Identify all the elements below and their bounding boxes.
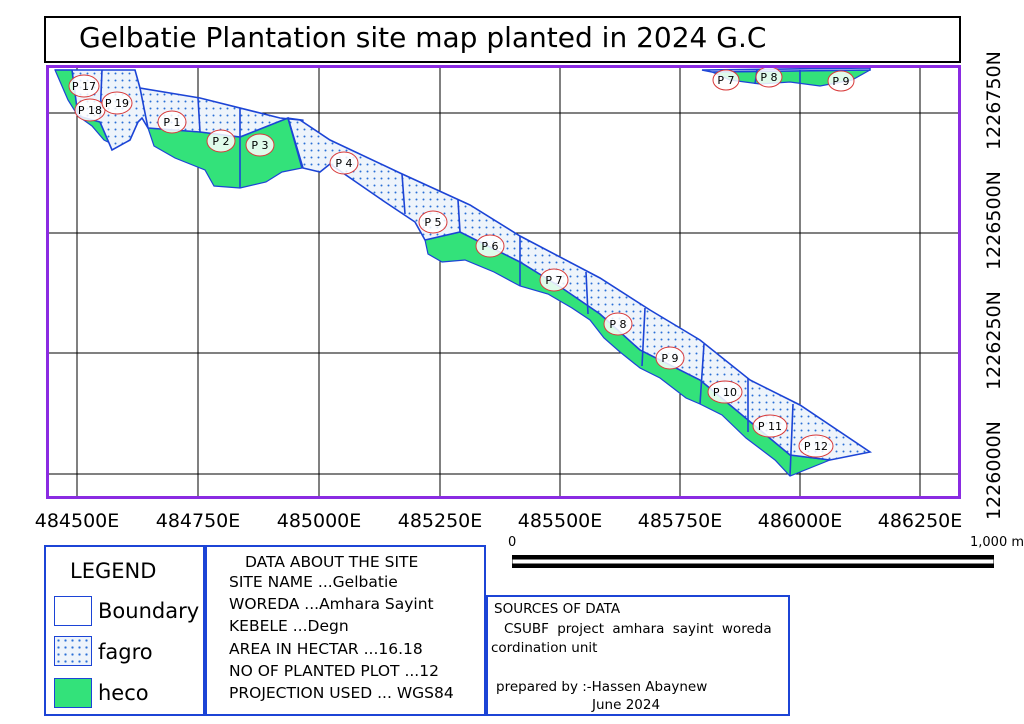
legend-label-boundary: Boundary — [98, 599, 200, 623]
x-axis-label: 485250E — [397, 510, 483, 532]
scale-bar — [512, 555, 994, 568]
map-title-box: Gelbatie Plantation site map planted in … — [44, 16, 961, 63]
plot-label: P 9 — [832, 75, 849, 88]
scale-bar-end: 1,000 m — [970, 535, 1024, 550]
site-data-line: AREA IN HECTAR ...16.18 — [229, 640, 423, 658]
sources-line: cordination unit — [491, 640, 598, 656]
plot-label: P 9 — [661, 352, 678, 365]
plot-label: P 6 — [481, 240, 498, 253]
plot-label: P 7 — [717, 74, 734, 87]
plot-label: P 3 — [251, 139, 268, 152]
y-axis-label: 1226000N — [983, 421, 1005, 520]
sources-line: CSUBF project amhara sayint woreda — [504, 621, 772, 637]
plot-label-text: P 17 P 18 P 19 P 1 P 2 P 3 P 4 P 5 P 6 P… — [72, 71, 850, 453]
plot-labels — [68, 68, 855, 458]
site-data-panel: DATA ABOUT THE SITE SITE NAME ...Gelbati… — [205, 545, 486, 716]
site-data-line: PROJECTION USED ... WGS84 — [229, 684, 454, 702]
scale-bar-start: 0 — [508, 535, 517, 550]
plot-label: P 18 — [78, 104, 102, 117]
fagro-swatch — [54, 636, 92, 666]
x-axis-label: 485500E — [517, 510, 603, 532]
plot-label: P 17 — [72, 80, 96, 93]
x-axis-label: 485000E — [276, 510, 362, 532]
plot-label: P 1 — [163, 116, 180, 129]
site-data-line: WOREDA ...Amhara Sayint — [229, 595, 434, 613]
site-data-line: KEBELE ...Degn — [229, 617, 349, 635]
x-axis-label: 486000E — [757, 510, 843, 532]
grid — [49, 68, 958, 496]
x-axis-label: 484500E — [34, 510, 120, 532]
plot-label: P 19 — [105, 97, 129, 110]
legend-title: LEGEND — [70, 559, 157, 583]
x-axis-label: 485750E — [637, 510, 723, 532]
prepared-by: prepared by :-Hassen Abaynew — [496, 679, 708, 695]
plot-label: P 4 — [335, 157, 352, 170]
prepared-date: June 2024 — [592, 697, 661, 713]
y-axis-label: 1226250N — [983, 291, 1005, 390]
heco-swatch — [54, 678, 92, 708]
legend-label-heco: heco — [98, 681, 149, 705]
map-frame — [46, 65, 961, 499]
x-axis-label: 484750E — [155, 510, 241, 532]
y-axis-label: 1226750N — [983, 51, 1005, 150]
plot-label: P 10 — [713, 386, 737, 399]
boundary-swatch — [54, 596, 92, 626]
legend-panel: LEGEND Boundary fagro heco — [44, 545, 205, 716]
y-axis-label: 1226500N — [983, 171, 1005, 270]
sources-panel: SOURCES OF DATA CSUBF project amhara say… — [486, 595, 790, 716]
plot-label: P 12 — [804, 440, 828, 453]
map-title: Gelbatie Plantation site map planted in … — [79, 21, 767, 54]
sources-heading: SOURCES OF DATA — [494, 601, 621, 617]
plot-label: P 8 — [609, 318, 626, 331]
plot-divisions — [99, 69, 801, 477]
site-data-heading: DATA ABOUT THE SITE — [245, 553, 419, 571]
plot-label: P 2 — [212, 135, 229, 148]
plot-label: P 5 — [424, 216, 441, 229]
plot-label: P 11 — [758, 420, 782, 433]
plot-label: P 7 — [545, 274, 562, 287]
legend-label-fagro: fagro — [98, 640, 153, 664]
x-axis-label: 486250E — [877, 510, 963, 532]
site-data-line: SITE NAME ...Gelbatie — [229, 573, 398, 591]
plot-label: P 8 — [760, 71, 777, 84]
site-data-line: NO OF PLANTED PLOT ...12 — [229, 662, 439, 680]
